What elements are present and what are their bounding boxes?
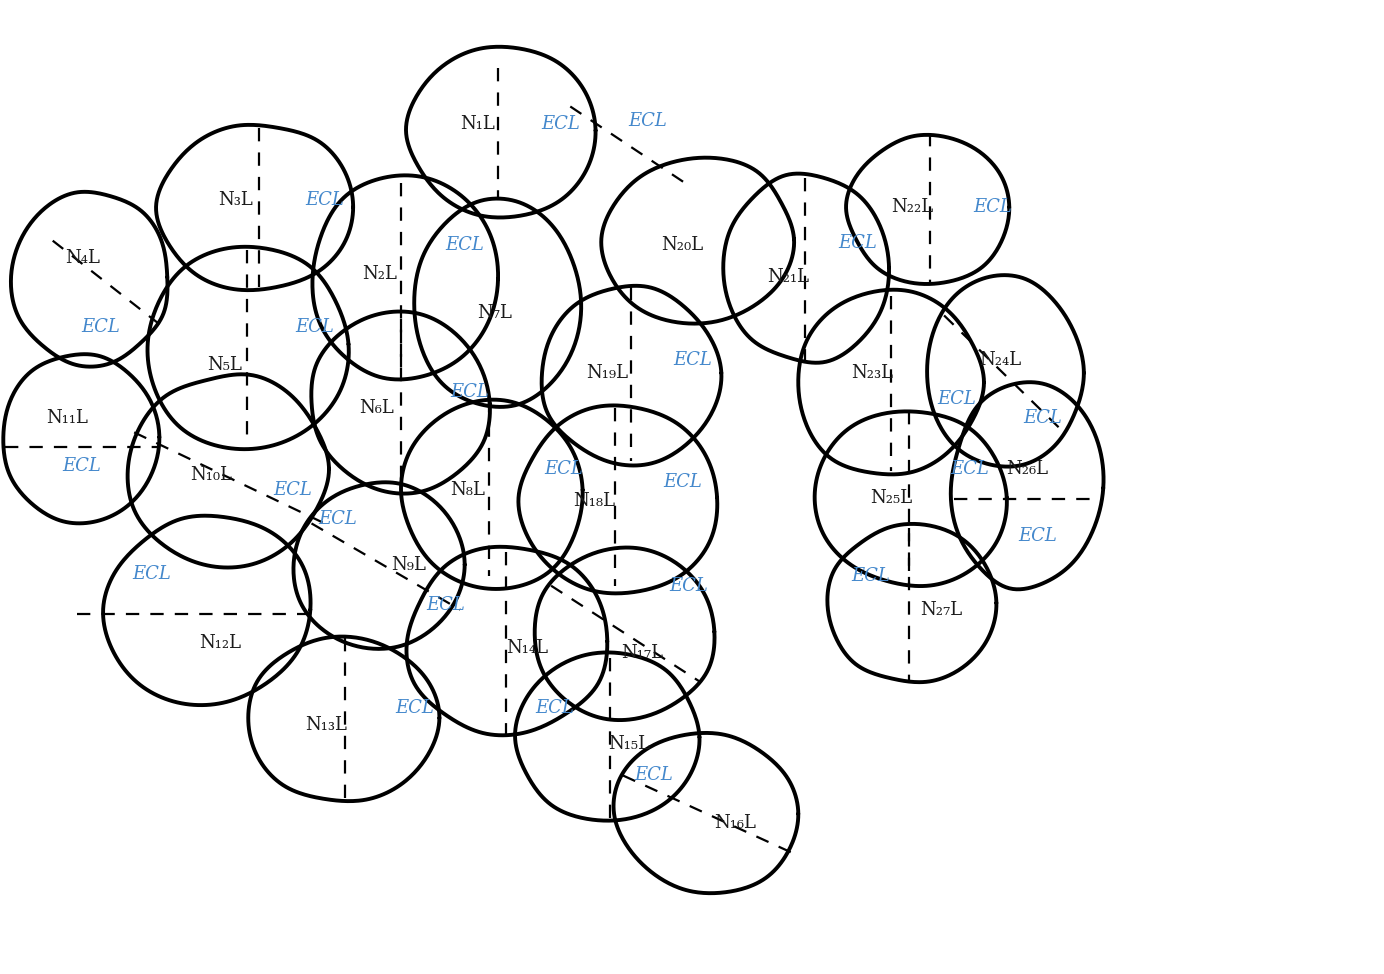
Text: N₁₃L: N₁₃L — [304, 716, 346, 733]
Text: ECL: ECL — [839, 234, 877, 251]
Text: N₄L: N₄L — [65, 249, 100, 267]
Text: ECL: ECL — [273, 481, 311, 499]
Text: ECL: ECL — [534, 699, 574, 718]
Text: N₁₇L: N₁₇L — [621, 644, 663, 661]
Text: ECL: ECL — [973, 198, 1012, 216]
Text: N₁₄L: N₁₄L — [507, 639, 548, 657]
Text: N₈L: N₈L — [450, 481, 486, 499]
Text: N₂₇L: N₂₇L — [920, 601, 962, 618]
Text: ECL: ECL — [663, 473, 702, 491]
Text: N₁₆L: N₁₆L — [714, 814, 756, 833]
Text: N₂₄L: N₂₄L — [980, 352, 1021, 369]
Text: N₁₅L: N₁₅L — [609, 734, 650, 753]
Text: ECL: ECL — [851, 567, 890, 585]
Text: N₁₀L: N₁₀L — [190, 467, 231, 484]
Text: ECL: ECL — [1024, 409, 1063, 427]
Text: N₁₉L: N₁₉L — [587, 364, 628, 382]
Text: ECL: ECL — [634, 767, 674, 784]
Text: N₅L: N₅L — [208, 356, 242, 374]
Text: ECL: ECL — [394, 699, 433, 718]
Text: N₂L: N₂L — [363, 265, 397, 283]
Text: ECL: ECL — [541, 115, 580, 132]
Text: ECL: ECL — [318, 509, 357, 528]
Text: ECL: ECL — [937, 390, 976, 408]
Text: N₂₃L: N₂₃L — [851, 364, 893, 382]
Text: N₂₂L: N₂₂L — [891, 198, 933, 216]
Text: N₁₂L: N₁₂L — [199, 634, 241, 653]
Text: N₂₅L: N₂₅L — [871, 489, 912, 506]
Text: ECL: ECL — [133, 565, 172, 583]
Text: N₉L: N₉L — [392, 555, 426, 574]
Text: N₇L: N₇L — [477, 304, 512, 321]
Text: ECL: ECL — [628, 112, 667, 130]
Text: N₂₀L: N₂₀L — [662, 237, 703, 254]
Text: ECL: ECL — [426, 596, 465, 614]
Text: ECL: ECL — [304, 192, 343, 209]
Text: ECL: ECL — [544, 460, 583, 478]
Text: ECL: ECL — [446, 237, 484, 254]
Text: N₁₁L: N₁₁L — [46, 409, 87, 427]
Text: N₆L: N₆L — [360, 399, 394, 418]
Text: N₁₈L: N₁₈L — [573, 493, 614, 510]
Text: N₁L: N₁L — [459, 115, 495, 132]
Text: ECL: ECL — [82, 318, 120, 336]
Text: ECL: ECL — [295, 318, 334, 336]
Text: N₃L: N₃L — [219, 192, 253, 209]
Text: ECL: ECL — [450, 383, 490, 401]
Text: ECL: ECL — [668, 577, 707, 595]
Text: N₂₁L: N₂₁L — [767, 268, 808, 286]
Text: N₂₆L: N₂₆L — [1006, 460, 1048, 478]
Text: ECL: ECL — [62, 457, 101, 475]
Text: ECL: ECL — [1017, 527, 1057, 544]
Text: ECL: ECL — [951, 460, 990, 478]
Text: ECL: ECL — [673, 352, 711, 369]
